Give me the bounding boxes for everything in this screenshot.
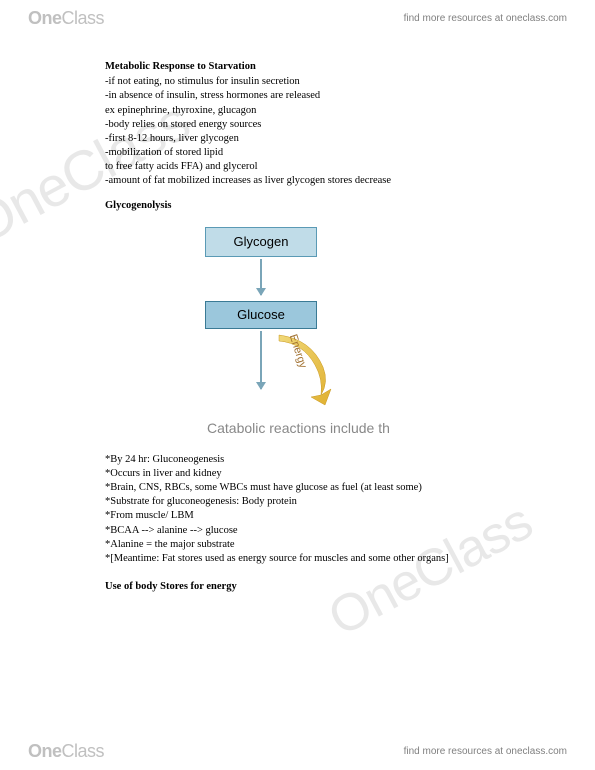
footer-link[interactable]: find more resources at oneclass.com bbox=[404, 746, 567, 757]
body-text: *From muscle/ LBM bbox=[105, 509, 535, 523]
brand-logo: OneClass bbox=[28, 8, 104, 29]
brand-logo: OneClass bbox=[28, 741, 104, 762]
body-text: *Substrate for gluconeogenesis: Body pro… bbox=[105, 495, 535, 509]
glycogenolysis-diagram: Glycogen Glucose Energy Catabolic reacti… bbox=[165, 219, 445, 449]
page-header: OneClass find more resources at oneclass… bbox=[0, 0, 595, 37]
body-text: -amount of fat mobilized increases as li… bbox=[105, 174, 535, 188]
body-text: *[Meantime: Fat stores used as energy so… bbox=[105, 552, 535, 566]
header-link[interactable]: find more resources at oneclass.com bbox=[404, 13, 567, 24]
body-text: to free fatty acids FFA) and glycerol bbox=[105, 160, 535, 174]
body-text: *Brain, CNS, RBCs, some WBCs must have g… bbox=[105, 481, 535, 495]
body-text: -first 8-12 hours, liver glycogen bbox=[105, 132, 535, 146]
body-text: *BCAA --> alanine --> glucose bbox=[105, 524, 535, 538]
section-title: Metabolic Response to Starvation bbox=[105, 60, 535, 74]
body-text: -in absence of insulin, stress hormones … bbox=[105, 89, 535, 103]
body-text: *Occurs in liver and kidney bbox=[105, 467, 535, 481]
diagram-caption: Catabolic reactions include th bbox=[207, 419, 390, 438]
body-text: -body relies on stored energy sources bbox=[105, 118, 535, 132]
page-footer: OneClass find more resources at oneclass… bbox=[0, 733, 595, 770]
body-text: *Alanine = the major substrate bbox=[105, 538, 535, 552]
document-body: Metabolic Response to Starvation -if not… bbox=[105, 60, 535, 595]
energy-arrow-icon bbox=[271, 327, 351, 407]
section-title: Use of body Stores for energy bbox=[105, 580, 535, 594]
diagram-node-glycogen: Glycogen bbox=[205, 227, 317, 257]
body-text: -mobilization of stored lipid bbox=[105, 146, 535, 160]
diagram-node-glucose: Glucose bbox=[205, 301, 317, 329]
arrow-down-icon bbox=[260, 331, 262, 389]
section-title: Glycogenolysis bbox=[105, 199, 535, 213]
arrow-down-icon bbox=[260, 259, 262, 295]
body-text: ex epinephrine, thyroxine, glucagon bbox=[105, 104, 535, 118]
body-text: -if not eating, no stimulus for insulin … bbox=[105, 75, 535, 89]
body-text: *By 24 hr: Gluconeogenesis bbox=[105, 453, 535, 467]
